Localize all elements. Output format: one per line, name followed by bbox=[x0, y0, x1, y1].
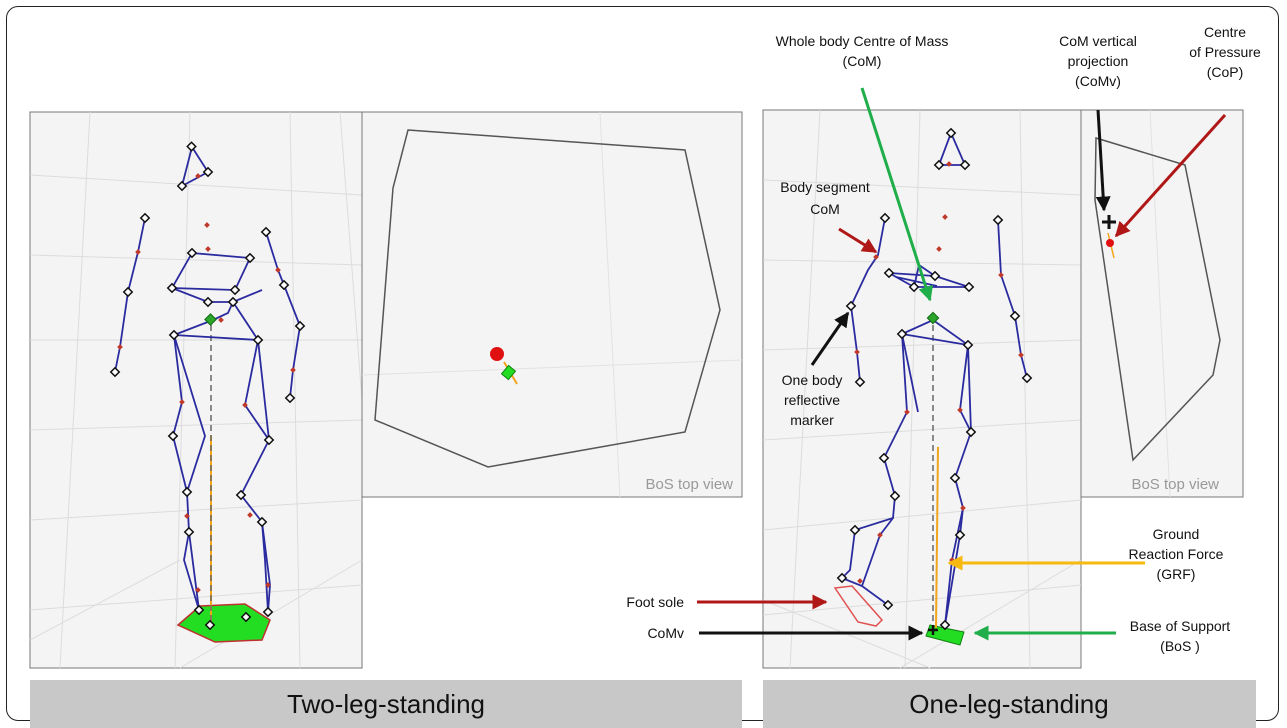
right-grid bbox=[762, 109, 1082, 669]
right-bos-top-view: BoS top view bbox=[1080, 109, 1244, 498]
segment-com-label-line2: CoM bbox=[810, 201, 840, 217]
left-topview-cop bbox=[490, 347, 504, 361]
right-grf-line bbox=[935, 446, 939, 629]
segment-com-label: Body segment CoM bbox=[780, 179, 870, 217]
whole-com-label-line2: (CoM) bbox=[843, 53, 882, 69]
left-bos-top-view: BoS top view bbox=[361, 111, 743, 498]
cop-label: Centre of Pressure (CoP) bbox=[1189, 24, 1261, 80]
left-whole-com-marker bbox=[204, 313, 217, 326]
left-3d-view bbox=[29, 111, 363, 669]
left-bos-view-label: BoS top view bbox=[645, 476, 733, 493]
segment-com-label-line1: Body segment bbox=[780, 179, 870, 195]
right-caption: One-leg-standing bbox=[909, 689, 1108, 719]
grf-label: Ground Reaction Force (GRF) bbox=[1129, 526, 1224, 582]
left-caption-bar bbox=[30, 680, 742, 728]
bos-label-line2: (BoS ) bbox=[1160, 638, 1200, 654]
grf-label-line1: Ground bbox=[1153, 526, 1200, 542]
right-topview-comv-cross bbox=[1102, 215, 1116, 229]
right-topview-cop bbox=[1106, 239, 1114, 247]
bos-label: Base of Support (BoS ) bbox=[1130, 618, 1231, 654]
whole-com-label-line1: Whole body Centre of Mass bbox=[776, 33, 949, 49]
right-caption-bar bbox=[763, 680, 1256, 728]
left-topview-comv bbox=[500, 364, 517, 381]
comv-projection-label-line1: CoM vertical bbox=[1059, 33, 1137, 49]
left-segment-com-markers bbox=[117, 173, 296, 593]
left-markers bbox=[109, 141, 306, 631]
marker-label-line3: marker bbox=[790, 412, 834, 428]
right-topview-grid bbox=[1149, 109, 1171, 498]
grf-label-line3: (GRF) bbox=[1157, 566, 1196, 582]
comv-projection-label: CoM vertical projection (CoMv) bbox=[1059, 33, 1137, 89]
foot-sole-label: Foot sole bbox=[626, 594, 684, 610]
marker-label-line2: reflective bbox=[784, 392, 840, 408]
right-markers bbox=[836, 127, 1033, 631]
comv-projection-arrow bbox=[1095, 109, 1111, 212]
right-3d-view bbox=[762, 109, 1082, 669]
bos-label-line1: Base of Support bbox=[1130, 618, 1231, 634]
cop-arrow bbox=[1114, 113, 1227, 238]
right-foot-sole bbox=[833, 585, 884, 627]
marker-label-line1: One body bbox=[782, 372, 843, 388]
left-topview-grid bbox=[361, 111, 743, 498]
right-bos-view-label: BoS top view bbox=[1131, 476, 1219, 493]
segment-com-arrow bbox=[838, 227, 878, 254]
whole-com-arrow bbox=[860, 87, 934, 302]
right-bos-outline bbox=[1094, 136, 1221, 462]
marker-label: One body reflective marker bbox=[782, 372, 843, 428]
marker-arrow bbox=[810, 311, 850, 366]
comv-projection-label-line2: projection bbox=[1068, 53, 1129, 69]
grf-label-line2: Reaction Force bbox=[1129, 546, 1224, 562]
right-whole-com-marker bbox=[926, 311, 940, 325]
cop-label-line2: of Pressure bbox=[1189, 44, 1261, 60]
comv-label: CoMv bbox=[647, 625, 684, 641]
cop-label-line1: Centre bbox=[1204, 24, 1246, 40]
left-caption: Two-leg-standing bbox=[287, 689, 485, 719]
right-skeleton bbox=[840, 132, 1028, 626]
right-comv-cross bbox=[928, 625, 938, 635]
comv-projection-label-line3: (CoMv) bbox=[1075, 73, 1121, 89]
left-bos-outline bbox=[374, 129, 721, 468]
cop-label-line3: (CoP) bbox=[1207, 64, 1244, 80]
whole-com-label: Whole body Centre of Mass (CoM) bbox=[776, 33, 949, 69]
